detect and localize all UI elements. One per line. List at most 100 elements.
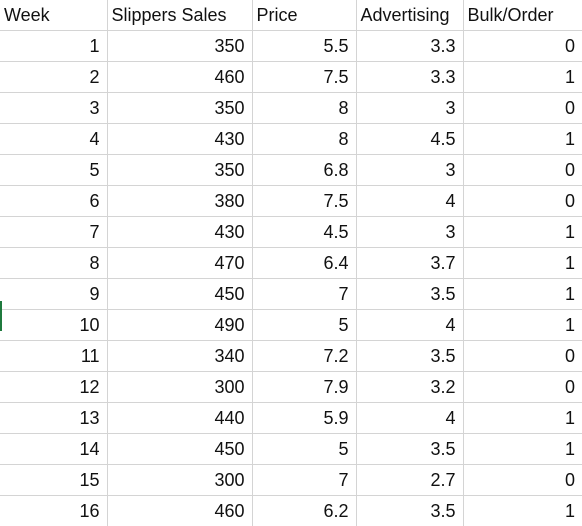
header-cell-week[interactable]: Week: [0, 0, 107, 31]
cell-week[interactable]: 13: [0, 403, 107, 434]
cell-bulk-order[interactable]: 1: [463, 217, 582, 248]
cell-price[interactable]: 5.5: [252, 31, 356, 62]
cell-slippers-sales[interactable]: 350: [107, 31, 252, 62]
cell-week[interactable]: 15: [0, 465, 107, 496]
cell-bulk-order[interactable]: 1: [463, 62, 582, 93]
cell-slippers-sales[interactable]: 430: [107, 217, 252, 248]
cell-week[interactable]: 8: [0, 248, 107, 279]
cell-bulk-order[interactable]: 1: [463, 248, 582, 279]
cell-price[interactable]: 5.9: [252, 403, 356, 434]
active-row-marker: [0, 301, 2, 331]
cell-advertising[interactable]: 3.3: [356, 31, 463, 62]
cell-price[interactable]: 5: [252, 434, 356, 465]
cell-bulk-order[interactable]: 0: [463, 341, 582, 372]
cell-slippers-sales[interactable]: 350: [107, 93, 252, 124]
cell-slippers-sales[interactable]: 350: [107, 155, 252, 186]
cell-advertising[interactable]: 3.3: [356, 62, 463, 93]
cell-bulk-order[interactable]: 0: [463, 93, 582, 124]
cell-week[interactable]: 12: [0, 372, 107, 403]
cell-slippers-sales[interactable]: 470: [107, 248, 252, 279]
cell-bulk-order[interactable]: 0: [463, 186, 582, 217]
cell-advertising[interactable]: 4: [356, 186, 463, 217]
cell-week[interactable]: 7: [0, 217, 107, 248]
cell-advertising[interactable]: 3: [356, 217, 463, 248]
cell-week[interactable]: 3: [0, 93, 107, 124]
cell-price[interactable]: 7.5: [252, 186, 356, 217]
cell-slippers-sales[interactable]: 300: [107, 372, 252, 403]
cell-price[interactable]: 7: [252, 279, 356, 310]
header-cell-slippers-sales[interactable]: Slippers Sales: [107, 0, 252, 31]
cell-advertising[interactable]: 3.2: [356, 372, 463, 403]
cell-week[interactable]: 11: [0, 341, 107, 372]
cell-advertising[interactable]: 3.5: [356, 496, 463, 526]
cell-slippers-sales[interactable]: 300: [107, 465, 252, 496]
cell-bulk-order[interactable]: 1: [463, 310, 582, 341]
cell-slippers-sales[interactable]: 490: [107, 310, 252, 341]
cell-week[interactable]: 10: [0, 310, 107, 341]
cell-slippers-sales[interactable]: 450: [107, 434, 252, 465]
cell-price[interactable]: 7.2: [252, 341, 356, 372]
cell-slippers-sales[interactable]: 430: [107, 124, 252, 155]
cell-week[interactable]: 1: [0, 31, 107, 62]
cell-price[interactable]: 5: [252, 310, 356, 341]
cell-week[interactable]: 5: [0, 155, 107, 186]
cell-price[interactable]: 6.8: [252, 155, 356, 186]
cell-bulk-order[interactable]: 0: [463, 31, 582, 62]
cell-week[interactable]: 4: [0, 124, 107, 155]
cell-week[interactable]: 14: [0, 434, 107, 465]
cell-bulk-order[interactable]: 0: [463, 465, 582, 496]
cell-slippers-sales[interactable]: 460: [107, 62, 252, 93]
cell-bulk-order[interactable]: 1: [463, 403, 582, 434]
cell-week[interactable]: 9: [0, 279, 107, 310]
cell-advertising[interactable]: 4: [356, 310, 463, 341]
cell-price[interactable]: 7: [252, 465, 356, 496]
cell-slippers-sales[interactable]: 450: [107, 279, 252, 310]
cell-bulk-order[interactable]: 1: [463, 279, 582, 310]
cell-bulk-order[interactable]: 0: [463, 372, 582, 403]
cell-slippers-sales[interactable]: 380: [107, 186, 252, 217]
cell-price[interactable]: 7.9: [252, 372, 356, 403]
cell-slippers-sales[interactable]: 460: [107, 496, 252, 526]
cell-bulk-order[interactable]: 0: [463, 155, 582, 186]
cell-week[interactable]: 16: [0, 496, 107, 526]
cell-week[interactable]: 6: [0, 186, 107, 217]
cell-price[interactable]: 7.5: [252, 62, 356, 93]
cell-week[interactable]: 2: [0, 62, 107, 93]
cell-price[interactable]: 6.2: [252, 496, 356, 526]
cell-price[interactable]: 8: [252, 93, 356, 124]
cell-advertising[interactable]: 3.5: [356, 279, 463, 310]
cell-price[interactable]: 8: [252, 124, 356, 155]
cell-advertising[interactable]: 2.7: [356, 465, 463, 496]
cell-advertising[interactable]: 4.5: [356, 124, 463, 155]
cell-slippers-sales[interactable]: 440: [107, 403, 252, 434]
header-cell-advertising[interactable]: Advertising: [356, 0, 463, 31]
cell-bulk-order[interactable]: 1: [463, 124, 582, 155]
header-cell-bulk-order[interactable]: Bulk/Order: [463, 0, 582, 31]
cell-advertising[interactable]: 3: [356, 155, 463, 186]
cell-slippers-sales[interactable]: 340: [107, 341, 252, 372]
cell-advertising[interactable]: 3.5: [356, 434, 463, 465]
cell-price[interactable]: 6.4: [252, 248, 356, 279]
cell-bulk-order[interactable]: 1: [463, 434, 582, 465]
cell-advertising[interactable]: 3: [356, 93, 463, 124]
cell-bulk-order[interactable]: 1: [463, 496, 582, 526]
cell-advertising[interactable]: 3.5: [356, 341, 463, 372]
header-cell-price[interactable]: Price: [252, 0, 356, 31]
cell-advertising[interactable]: 4: [356, 403, 463, 434]
cell-advertising[interactable]: 3.7: [356, 248, 463, 279]
cell-price[interactable]: 4.5: [252, 217, 356, 248]
